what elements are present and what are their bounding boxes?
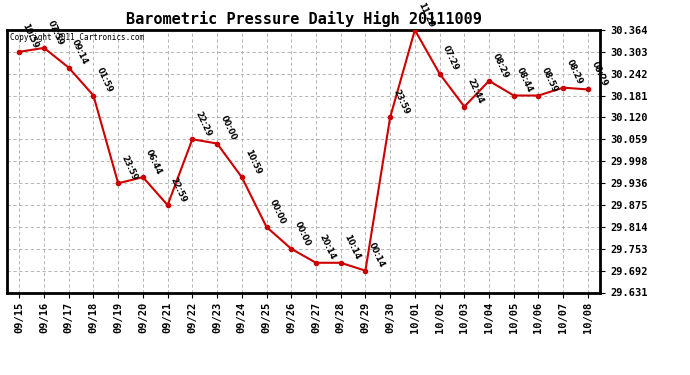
Text: 00:00: 00:00: [219, 114, 238, 142]
Text: 08:29: 08:29: [589, 60, 609, 88]
Text: 08:44: 08:44: [515, 66, 535, 94]
Text: 20:14: 20:14: [317, 233, 337, 261]
Text: 08:59: 08:59: [540, 66, 559, 94]
Text: 01:59: 01:59: [95, 66, 115, 94]
Text: 22:29: 22:29: [194, 110, 213, 138]
Text: 06:44: 06:44: [144, 148, 164, 176]
Text: 10:59: 10:59: [21, 22, 40, 51]
Text: 00:00: 00:00: [293, 220, 312, 248]
Text: 00:14: 00:14: [367, 242, 386, 269]
Text: 08:29: 08:29: [564, 58, 584, 86]
Text: 23:59: 23:59: [119, 154, 139, 182]
Text: Copyright 2011 Cartronics.com: Copyright 2011 Cartronics.com: [10, 33, 144, 42]
Text: 07:29: 07:29: [441, 45, 460, 72]
Text: 07:59: 07:59: [46, 19, 65, 46]
Text: 22:44: 22:44: [466, 77, 485, 105]
Text: 11:29: 11:29: [416, 1, 435, 28]
Text: 10:59: 10:59: [243, 148, 263, 176]
Text: 09:14: 09:14: [70, 38, 90, 66]
Text: 23:59: 23:59: [391, 88, 411, 116]
Title: Barometric Pressure Daily High 20111009: Barometric Pressure Daily High 20111009: [126, 12, 482, 27]
Text: 22:59: 22:59: [169, 176, 188, 204]
Text: 10:14: 10:14: [342, 233, 362, 261]
Text: 08:29: 08:29: [491, 52, 510, 80]
Text: 00:00: 00:00: [268, 198, 287, 226]
